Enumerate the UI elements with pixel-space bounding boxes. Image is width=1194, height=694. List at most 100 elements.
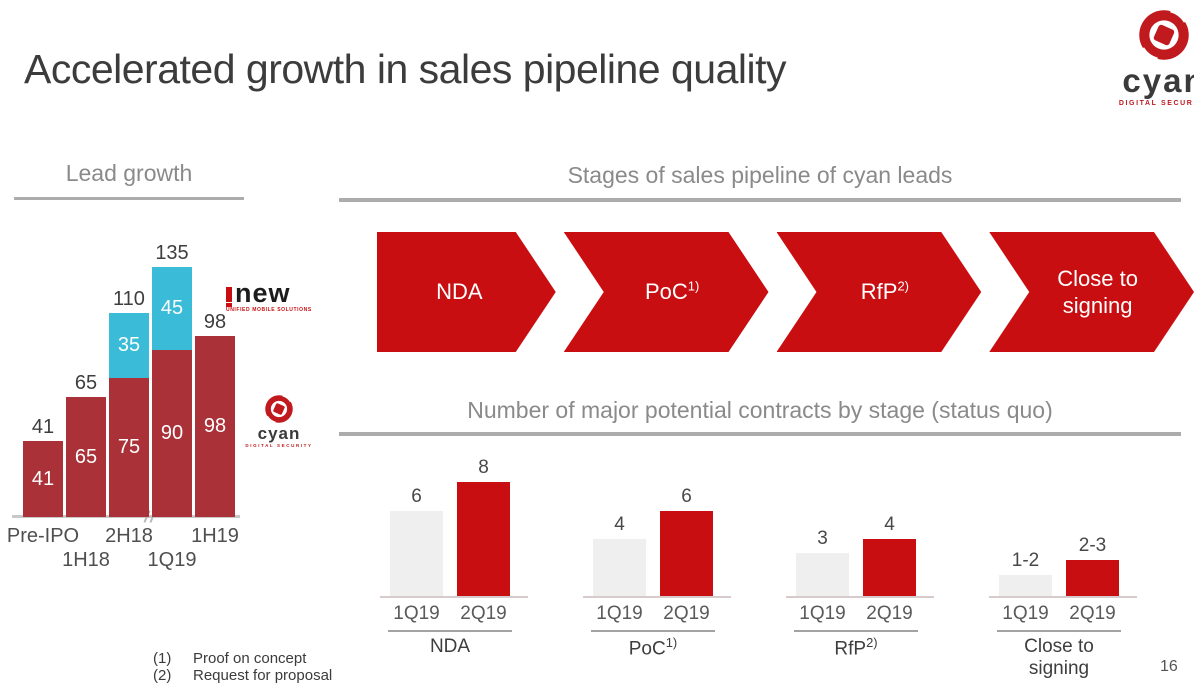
- group-divider: [591, 630, 715, 632]
- footnote-ref: 2): [866, 635, 878, 650]
- x-axis-label: 1Q19: [147, 549, 197, 571]
- bar-2q19: [1066, 560, 1119, 596]
- cyan-swirl-icon: [265, 395, 293, 423]
- heading-divider: [14, 197, 244, 200]
- mini-bar-column-2q19: 8: [457, 458, 510, 596]
- group-divider: [794, 630, 918, 632]
- bar-segment-cyan-leads: 41: [23, 441, 63, 517]
- contracts-charts: 6 8 1Q19 2Q19 NDA 4 6 1Q19 2Q19 PoC1) 3 4 1Q19 2Q19 Rf…: [380, 455, 1192, 690]
- bar-total-label: 41: [31, 416, 55, 438]
- mini-category-labels: 1Q19 2Q19: [989, 603, 1189, 625]
- bar-value-label: 6: [411, 486, 422, 507]
- footnote-ref: 1): [665, 635, 678, 650]
- contracts-group-close-to-signing: 1-2 2-3 1Q19 2Q19 Close to signing: [989, 455, 1189, 690]
- contracts-group-label: RfP2): [834, 635, 878, 660]
- bar-segment-cyan-leads: 75: [109, 378, 149, 517]
- mini-x-axis-line: [989, 596, 1137, 598]
- footnote-ref: 1): [687, 278, 700, 294]
- bar-2q19: [660, 511, 713, 596]
- cyan-logo-tagline: DIGITAL SECURITY: [245, 443, 313, 448]
- mini-bar-column-1q19: 1-2: [999, 551, 1052, 596]
- mini-category-labels: 1Q19 2Q19: [786, 603, 986, 625]
- mini-bar-column-2q19: 6: [660, 487, 713, 596]
- inew-logo-wordmark: new: [226, 280, 310, 307]
- bar-total-label: 65: [74, 372, 98, 394]
- bar-segment-inew: 45: [152, 267, 192, 350]
- x-axis-label: 2H18: [105, 525, 153, 547]
- lead-growth-chart: new UNIFIED MOBILE SOLUTIONS cyan DIGITA…: [7, 222, 314, 587]
- mini-x-axis-line: [583, 596, 731, 598]
- contracts-heading: Number of major potential contracts by s…: [467, 397, 1053, 423]
- footnote-marker: (1): [153, 650, 172, 667]
- pipeline-heading: Stages of sales pipeline of cyan leads: [567, 162, 953, 188]
- group-divider: [388, 630, 512, 632]
- cyan-logo-small: cyan DIGITAL SECURITY: [245, 394, 311, 448]
- page-number: 16: [1160, 658, 1178, 675]
- bar-value-label: 2-3: [1078, 535, 1107, 556]
- mini-bar-column-2q19: 2-3: [1066, 536, 1119, 596]
- pipeline-stage-close-to-signing: Close to signing: [989, 232, 1194, 352]
- mini-x-axis-line: [786, 596, 934, 598]
- footnote-marker: (2): [153, 667, 172, 684]
- category-label: 1Q19: [1002, 603, 1049, 624]
- lead-growth-bar-1q19: 135 45 90: [152, 243, 192, 517]
- category-label: 2Q19: [460, 603, 507, 624]
- cyan-logo-wordmark: cyan: [257, 424, 301, 443]
- bar-1q19: [796, 553, 849, 596]
- category-label: 2Q19: [1069, 603, 1116, 624]
- bar-total-label: 110: [113, 288, 145, 310]
- bar-segment-cyan-leads: 90: [152, 350, 192, 517]
- cyan-logo-tagline: DIGITAL SECURITY: [1118, 100, 1194, 107]
- bar-1q19: [999, 575, 1052, 596]
- footnotes: (1) Proof on concept (2) Request for pro…: [153, 650, 332, 684]
- lead-growth-bar-1h18: 65 65: [66, 373, 106, 517]
- lead-growth-bar-pre-ipo: 41 41: [23, 417, 63, 517]
- bar-value-label: 6: [681, 486, 692, 507]
- category-label: 1Q19: [596, 603, 643, 624]
- pipeline-stage-label: PoC1): [644, 278, 700, 305]
- bar-value-label: 3: [817, 528, 828, 549]
- footnote-text: Proof on concept: [193, 650, 307, 667]
- contracts-group-poc: 4 6 1Q19 2Q19 PoC1): [583, 455, 783, 690]
- pipeline-stages: NDA PoC1) RfP2) Close to signing: [377, 232, 1194, 352]
- bar-value-label: 4: [884, 514, 895, 535]
- page-title: Accelerated growth in sales pipeline qua…: [24, 46, 787, 92]
- bar-segment-inew: 35: [109, 313, 149, 378]
- footnote-text: Request for proposal: [193, 667, 333, 684]
- mini-bar-column-2q19: 4: [863, 515, 916, 596]
- mini-bars: 1-2 2-3: [989, 455, 1189, 596]
- bar-total-label: 135: [155, 242, 189, 264]
- inew-logo-tagline: UNIFIED MOBILE SOLUTIONS: [226, 306, 312, 313]
- lead-growth-bar-1h19: 98 98: [195, 312, 235, 517]
- inew-logo: new UNIFIED MOBILE SOLUTIONS: [226, 280, 312, 313]
- pipeline-stage-poc: PoC1): [564, 232, 769, 352]
- bar-value-label: 8: [478, 457, 489, 478]
- bar-1q19: [593, 539, 646, 596]
- contracts-group-label: PoC1): [628, 635, 678, 660]
- mini-bar-column-1q19: 6: [390, 487, 443, 596]
- pipeline-stage-label: RfP2): [860, 278, 909, 305]
- x-axis-label: 1H19: [191, 525, 239, 547]
- bar-value-label: 4: [614, 514, 625, 535]
- x-axis-label: 1H18: [62, 549, 110, 571]
- pipeline-stage-nda: NDA: [377, 232, 556, 352]
- bar-segment-cyan-leads: 65: [66, 397, 106, 517]
- mini-x-axis-line: [380, 596, 528, 598]
- bar-segment-cyan-leads: 98: [195, 336, 235, 517]
- pipeline-stage-label: Close to signing: [1057, 265, 1138, 318]
- pipeline-stage-rfp: RfP2): [777, 232, 982, 352]
- cyan-logo-wordmark: cyan: [1122, 62, 1194, 99]
- cyan-logo: cyan DIGITAL SECURITY: [1118, 8, 1194, 107]
- footnote-2: (2) Request for proposal: [153, 667, 332, 684]
- bar-total-label: 98: [203, 311, 227, 333]
- contracts-group-label: Close to signing: [1024, 636, 1094, 679]
- category-label: 1Q19: [393, 603, 440, 624]
- bar-2q19: [457, 482, 510, 596]
- cyan-swirl-icon: [1139, 9, 1189, 61]
- pipeline-stage-label: NDA: [436, 279, 483, 305]
- category-label: 2Q19: [866, 603, 913, 624]
- bar-1q19: [390, 511, 443, 596]
